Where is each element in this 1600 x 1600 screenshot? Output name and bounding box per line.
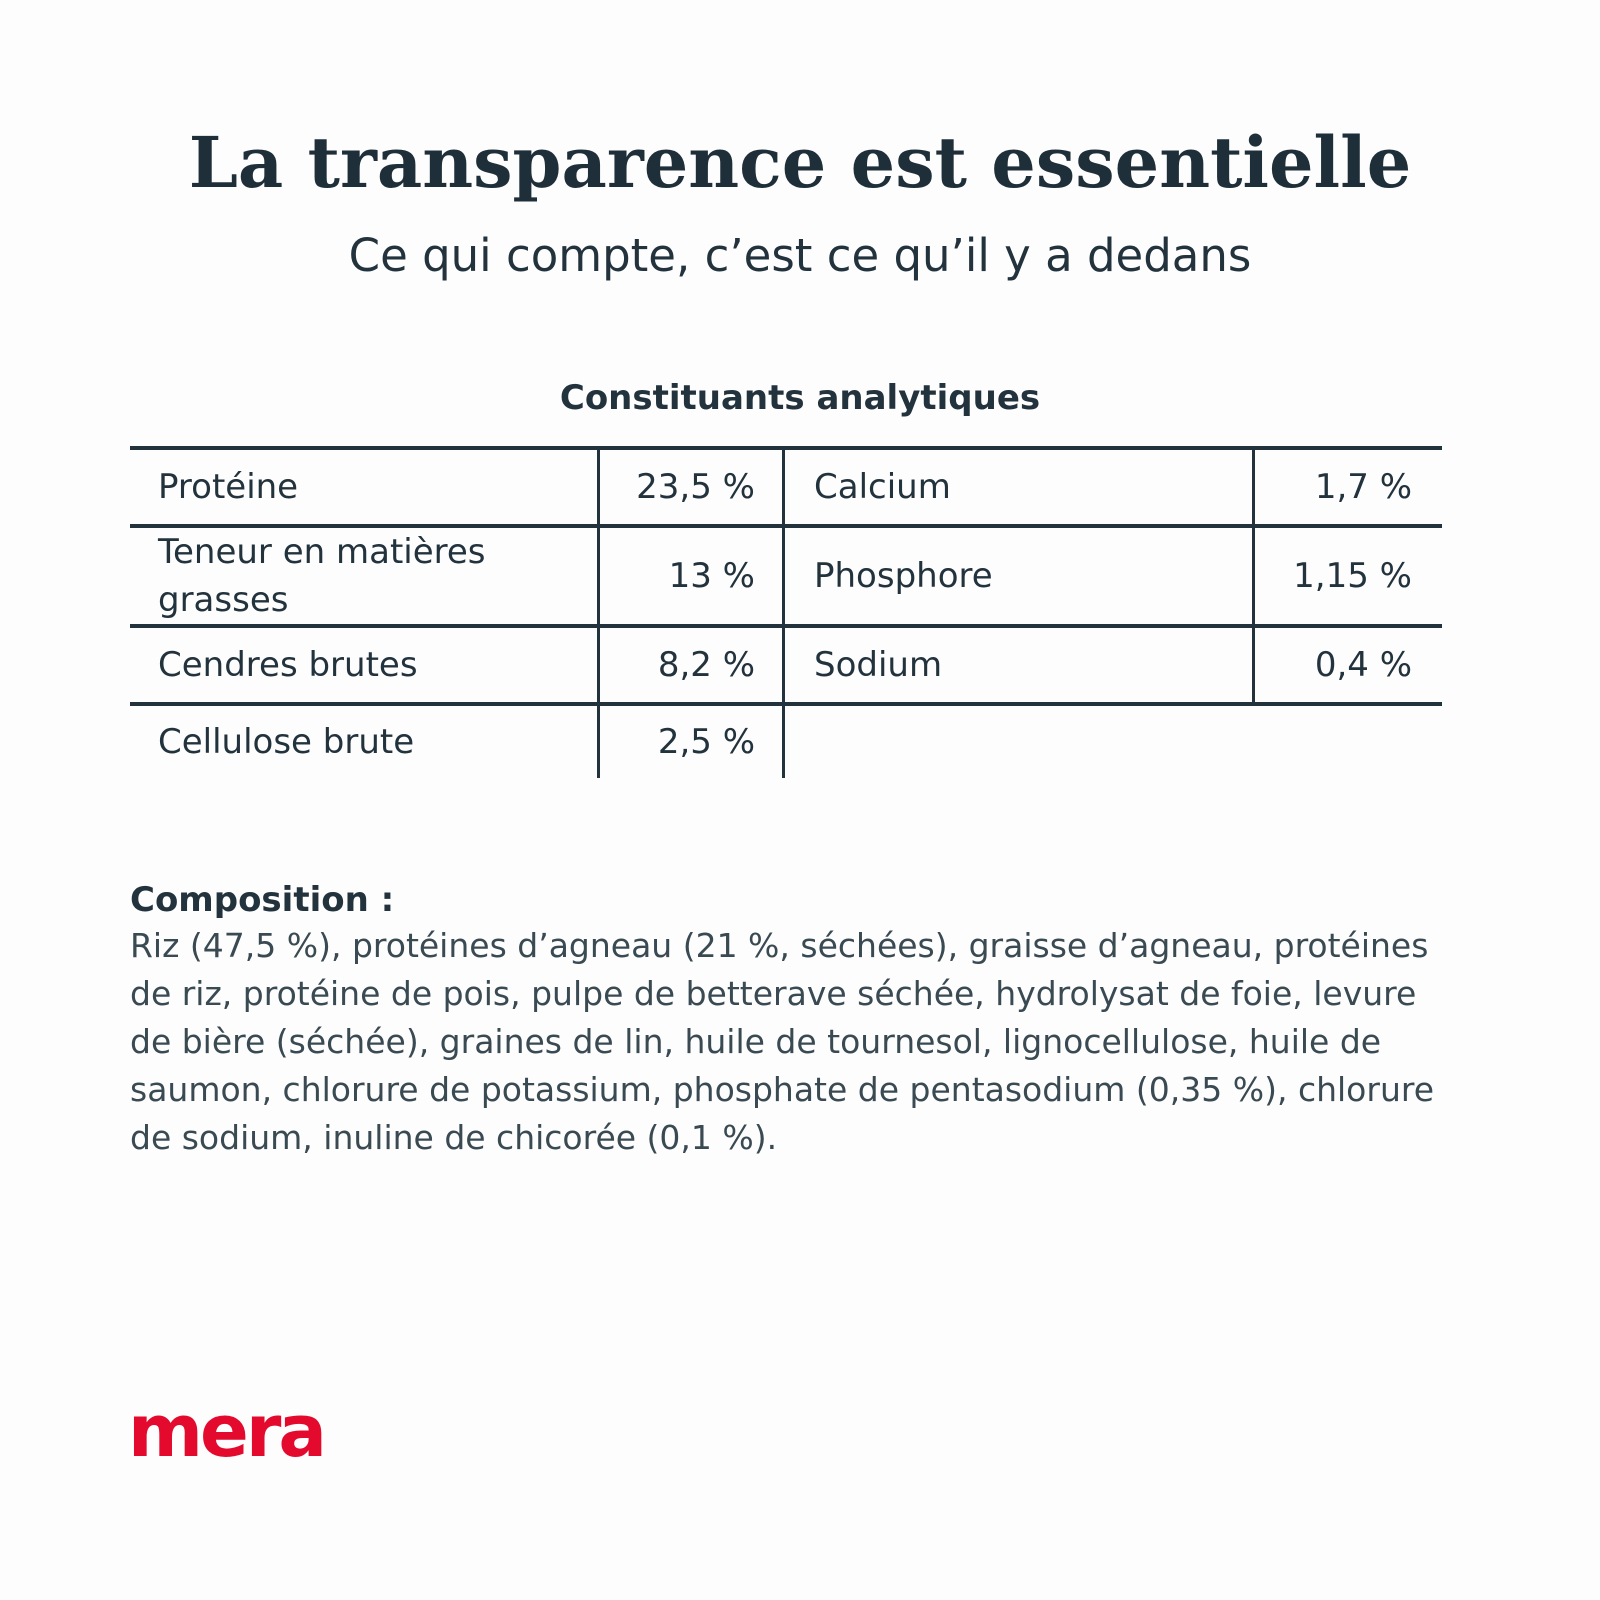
table-rule-row1 [130,524,1442,528]
composition-heading: Composition : [130,880,395,920]
table-row-value: 1,15 % [1293,556,1412,596]
table-row-label: Cendres brutes [158,645,418,685]
table-divider-middle [782,446,785,778]
table-row-value: 13 % [668,556,755,596]
mera-logo: mera [128,1389,327,1473]
table-rule-row2 [130,624,1442,628]
table-row-value: 8,2 % [657,645,755,685]
table-rule-row3 [130,702,1442,706]
table-row-label: Teneur en matières grasses [158,532,486,620]
table-rule-top [130,446,1442,450]
table-divider-left-value [597,446,600,778]
table-row-label: Sodium [814,645,943,685]
page-subtitle: Ce qui compte, c’est ce qu’il y a dedans [348,229,1252,282]
table-row-value: 1,7 % [1314,467,1412,507]
table-row-label: Protéine [158,467,299,507]
table-row-label: Calcium [814,467,951,507]
composition-text: Riz (47,5 %), protéines d’agneau (21 %, … [130,926,1434,1157]
table-row-value: 0,4 % [1314,645,1412,685]
table-row-value: 2,5 % [657,722,755,762]
table-row-label: Cellulose brute [158,722,415,762]
table-title: Constituants analytiques [559,378,1041,418]
table-row-value: 23,5 % [636,467,755,507]
page-title: La transparence est essentielle [188,121,1412,204]
table-row-label: Phosphore [814,556,993,596]
table-divider-right-value [1252,446,1255,706]
